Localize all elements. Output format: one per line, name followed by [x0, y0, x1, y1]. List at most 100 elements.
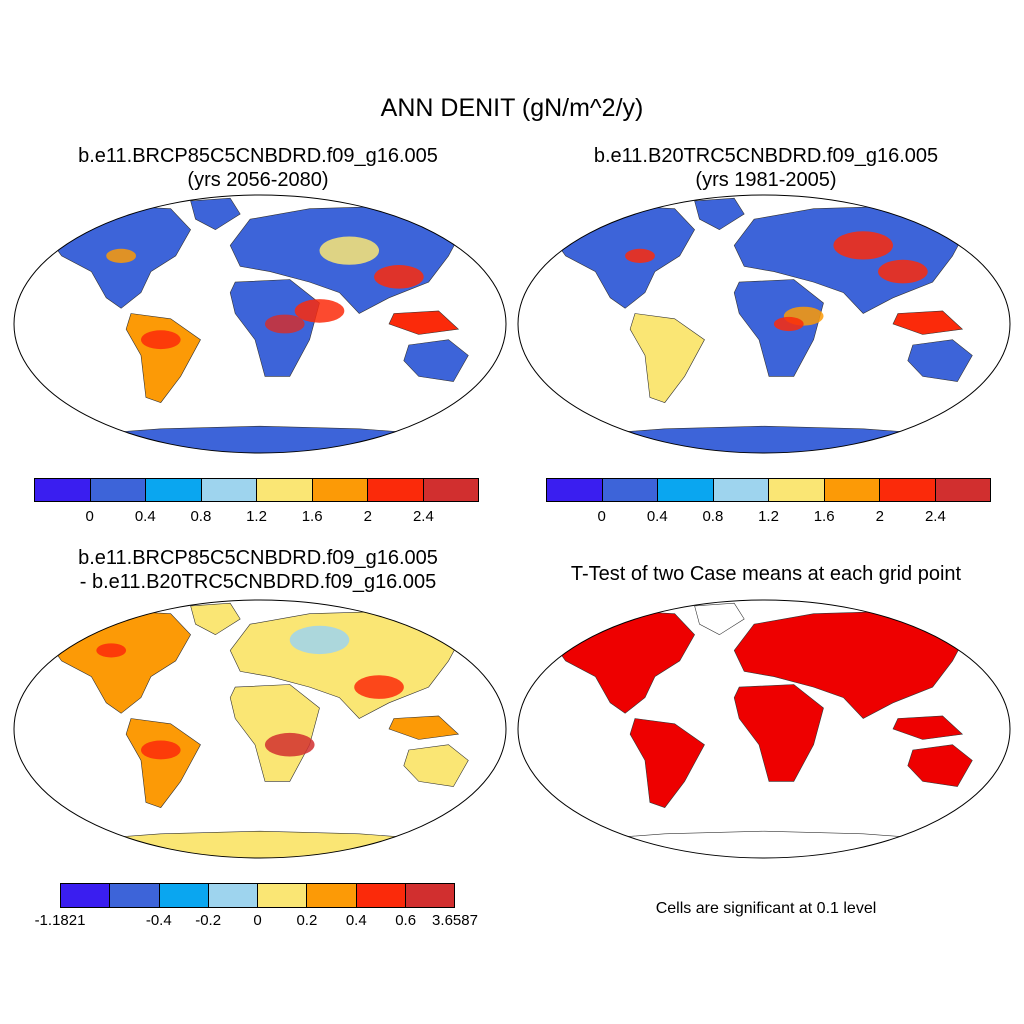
- colorbar-swatch: [602, 479, 658, 501]
- panel-3-case-a: b.e11.BRCP85C5CNBDRD.f09_g16.005: [78, 547, 438, 569]
- colorbar-swatch: [880, 479, 936, 501]
- map-panel-2: [517, 194, 1011, 454]
- land-greenland: [694, 197, 745, 231]
- value-region: [140, 740, 181, 760]
- land-southAmerica: [125, 718, 201, 808]
- map-border: [517, 194, 1011, 454]
- panel-2-case-name: b.e11.B20TRC5CNBDRD.f09_g16.005: [593, 145, 939, 167]
- value-region: [878, 259, 928, 284]
- land-australia: [403, 339, 469, 382]
- colorbar-tick-label: 3.6587: [432, 912, 478, 929]
- value-region: [289, 625, 350, 655]
- value-region: [264, 732, 315, 757]
- colorbar-tick-label: 2: [363, 508, 372, 525]
- map-panel-4: [517, 599, 1011, 859]
- colorbar-panel-1-labels: 0 0.4 0.8 1.2 1.6 2 2.4: [34, 508, 479, 528]
- land-antarctica: [594, 830, 934, 858]
- colorbar-tick-label: 0.4: [345, 912, 367, 929]
- land-seAsia: [892, 715, 964, 740]
- colorbar-swatch: [824, 479, 880, 501]
- colorbar-swatch: [35, 479, 91, 501]
- value-region: [294, 299, 345, 323]
- colorbar-swatch: [405, 884, 454, 907]
- colorbar-tick-label: 1.2: [246, 508, 267, 525]
- colorbar-swatch: [312, 479, 368, 501]
- colorbar-tick-label: 0: [253, 912, 262, 929]
- land-greenland: [190, 197, 241, 231]
- panel-4-title: T-Test of two Case means at each grid po…: [516, 562, 1016, 586]
- colorbar-tick-label: 0.8: [190, 508, 212, 525]
- colorbar-tick-label: 1.6: [301, 508, 323, 525]
- colorbar-swatch: [713, 479, 769, 501]
- land-africa: [733, 684, 824, 782]
- colorbar-tick-label: 1.2: [758, 508, 779, 525]
- colorbar-tick-label: 2.4: [924, 508, 946, 525]
- colorbar-swatch: [110, 884, 160, 907]
- land-seAsia: [388, 310, 460, 335]
- panel-4-ttest-title: T-Test of two Case means at each grid po…: [570, 563, 962, 585]
- land-southAmerica: [629, 718, 705, 808]
- land-eurasia: [229, 610, 469, 719]
- land-seAsia: [892, 310, 964, 335]
- land-antarctica: [90, 830, 430, 858]
- colorbar-swatch: [159, 884, 209, 907]
- value-region: [96, 643, 127, 658]
- colorbar-swatch: [61, 884, 111, 907]
- value-region: [106, 248, 136, 263]
- panel-1-years: (yrs 2056-2080): [187, 169, 329, 191]
- colorbar-tick-label: 0.4: [646, 508, 668, 525]
- colorbar-tick-label: 0.6: [395, 912, 417, 929]
- colorbar-tick-label: 0.8: [702, 508, 724, 525]
- colorbar-tick-label: 2.4: [412, 508, 434, 525]
- panel-1-title: b.e11.BRCP85C5CNBDRD.f09_g16.005 (yrs 20…: [8, 144, 508, 192]
- colorbar-panel-1: [34, 478, 479, 502]
- land-greenland: [694, 602, 745, 636]
- map-border: [13, 599, 507, 859]
- colorbar-panel-3: [60, 883, 455, 908]
- colorbar-swatch: [356, 884, 406, 907]
- map-border: [517, 599, 1011, 859]
- colorbar-panel-3-labels: -1.1821 -0.4 -0.2 0 0.2 0.4 0.6 3.6587: [35, 912, 478, 932]
- land-australia: [403, 744, 469, 787]
- panel-3-title: b.e11.BRCP85C5CNBDRD.f09_g16.005 - b.e11…: [8, 546, 508, 594]
- land-australia: [907, 744, 973, 787]
- panel-3-case-b: - b.e11.B20TRC5CNBDRD.f09_g16.005: [79, 571, 437, 593]
- colorbar-panel-2-labels: 0 0.4 0.8 1.2 1.6 2 2.4: [546, 508, 991, 528]
- colorbar-tick-label: 1.6: [813, 508, 835, 525]
- main-title: ANN DENIT (gN/m^2/y): [380, 94, 644, 122]
- colorbar-swatch: [658, 479, 714, 501]
- land-greenland: [190, 602, 241, 636]
- land-antarctica: [90, 425, 430, 453]
- colorbar-swatch: [208, 884, 258, 907]
- land-australia: [907, 339, 973, 382]
- colorbar-swatch: [423, 479, 478, 501]
- colorbar-swatch: [257, 479, 313, 501]
- land-eurasia: [733, 205, 973, 314]
- map-border: [13, 194, 507, 454]
- colorbar-tick-label: -0.4: [145, 912, 172, 929]
- colorbar-tick-label: 0.2: [296, 912, 318, 929]
- colorbar-swatch: [258, 884, 308, 907]
- colorbar-swatch: [547, 479, 603, 501]
- value-region: [140, 330, 181, 350]
- colorbar-tick-label: -1.1821: [34, 912, 86, 929]
- land-antarctica: [594, 425, 934, 453]
- map-panel-1: [13, 194, 507, 454]
- value-region: [833, 231, 893, 260]
- map-panel-3: [13, 599, 507, 859]
- significance-note: Cells are significant at 0.1 level: [655, 900, 877, 917]
- colorbar-tick-label: -0.2: [195, 912, 222, 929]
- colorbar-tick-label: 0: [85, 508, 94, 525]
- land-africa: [229, 684, 320, 782]
- value-region: [773, 316, 804, 332]
- colorbar-swatch: [90, 479, 146, 501]
- colorbar-tick-label: 0.4: [134, 508, 156, 525]
- colorbar-swatch: [368, 479, 424, 501]
- land-southAmerica: [629, 313, 705, 403]
- colorbar-swatch: [769, 479, 825, 501]
- colorbar-swatch: [146, 479, 202, 501]
- colorbar-swatch: [935, 479, 990, 501]
- land-seAsia: [388, 715, 460, 740]
- colorbar-panel-2: [546, 478, 991, 502]
- value-region: [319, 236, 380, 265]
